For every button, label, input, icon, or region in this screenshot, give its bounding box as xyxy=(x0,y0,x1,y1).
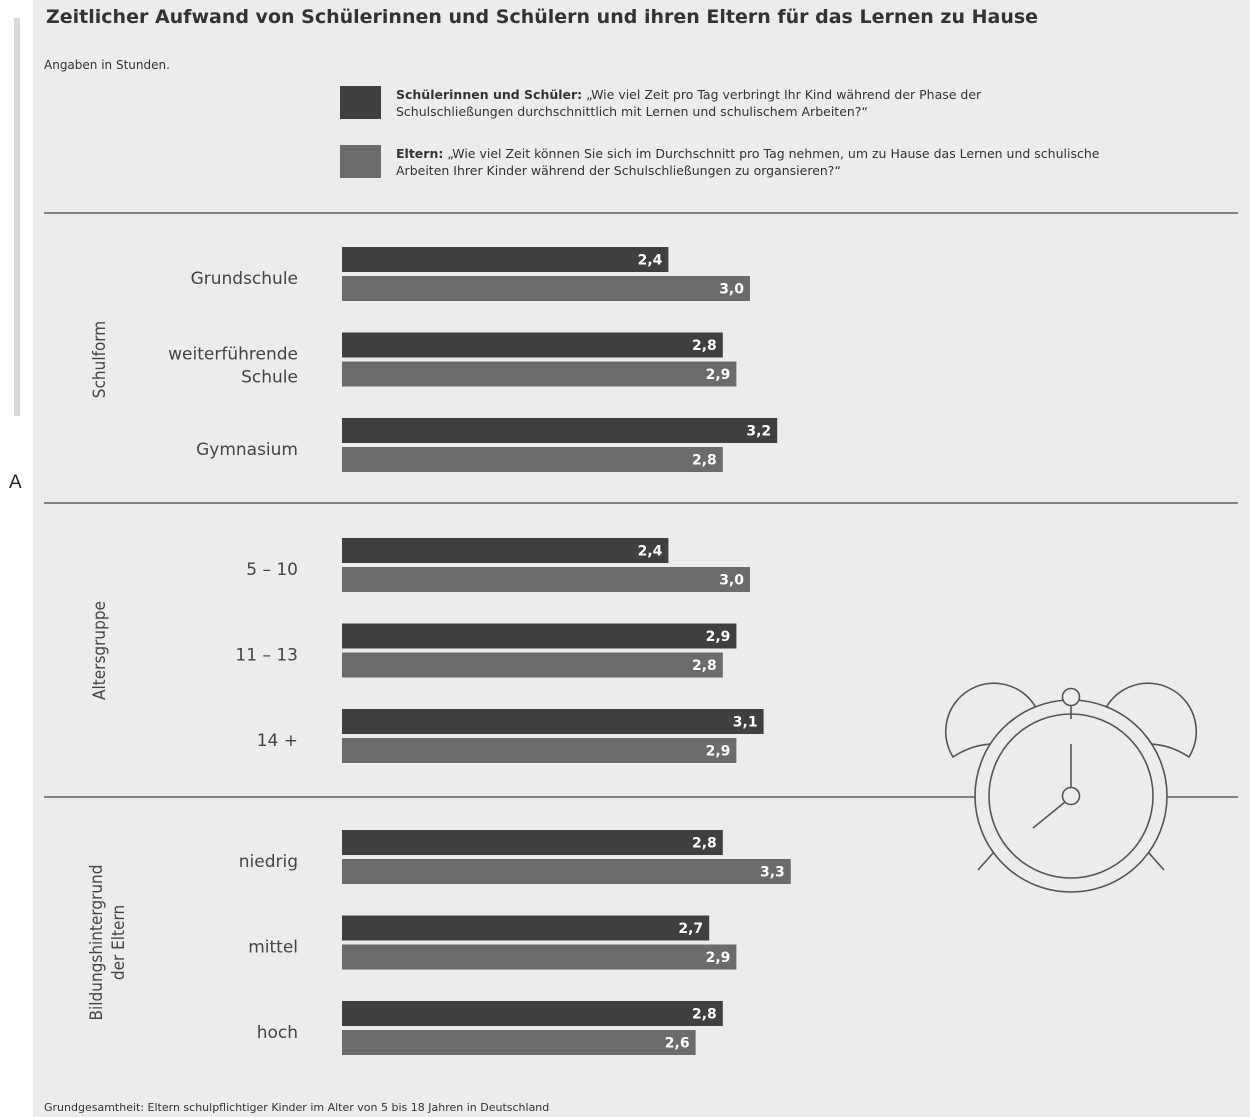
data-label: 3,3 xyxy=(760,865,785,881)
bar-parents xyxy=(342,944,737,970)
alarm-clock-icon xyxy=(944,682,1198,893)
data-label: 2,8 xyxy=(692,836,717,852)
bar-students xyxy=(342,915,710,941)
data-label: 3,0 xyxy=(719,573,744,589)
bar-students xyxy=(342,709,764,734)
legend-students-bold: Schülerinnen und Schüler: xyxy=(396,87,583,102)
category-label: 5 – 10 xyxy=(246,560,298,580)
group-label-line: der Eltern xyxy=(109,905,129,980)
bar-students xyxy=(342,538,669,563)
bar-parents xyxy=(342,567,750,592)
bar-students xyxy=(342,332,723,358)
data-label: 2,4 xyxy=(638,544,663,560)
bar-students xyxy=(342,247,669,272)
bars-layer: Schulform Grundschule 2,4 3,0 weiterführende… xyxy=(87,247,791,1055)
legend-parents-question: „Wie viel Zeit können Sie sich im Durchs… xyxy=(396,146,1100,178)
data-label: 2,9 xyxy=(706,744,731,760)
category-label-line: Schule xyxy=(241,368,298,388)
data-label: 2,8 xyxy=(692,658,717,674)
bar-parents xyxy=(342,361,737,387)
category-label-line: weiterführende xyxy=(168,345,298,365)
data-label: 2,8 xyxy=(692,453,717,469)
bar-parents xyxy=(342,447,723,472)
bar-parents xyxy=(342,738,737,763)
data-label: 2,8 xyxy=(692,338,717,354)
legend-students-question: „Wie viel Zeit pro Tag verbringt Ihr Kin… xyxy=(396,87,982,119)
category-label: hoch xyxy=(257,1023,298,1043)
bar-students xyxy=(342,830,723,855)
category-label: 11 – 13 xyxy=(235,646,298,666)
data-label: 2,9 xyxy=(706,629,731,645)
data-label: 2,4 xyxy=(638,253,663,269)
page-title: Zeitlicher Aufwand von Schülerinnen und … xyxy=(46,6,1039,28)
category-label: weiterführende Schule xyxy=(168,345,298,388)
data-label: 2,9 xyxy=(706,367,731,383)
bar-students xyxy=(342,623,737,649)
bar-students xyxy=(342,1001,723,1026)
category-label: Gymnasium xyxy=(196,440,298,460)
bar-parents xyxy=(342,652,723,678)
category-label: niedrig xyxy=(239,852,298,872)
category-label: mittel xyxy=(248,938,298,958)
side-rule xyxy=(14,18,20,416)
data-label: 2,8 xyxy=(692,1007,717,1023)
legend-swatch-students xyxy=(340,86,381,119)
group-label-0: Schulform xyxy=(90,321,110,398)
page-subtitle: Angaben in Stunden. xyxy=(44,58,170,72)
group-label-2: Bildungshintergrund der Eltern xyxy=(87,865,129,1021)
category-label: Grundschule xyxy=(191,269,298,289)
data-label: 2,6 xyxy=(665,1036,690,1052)
legend-text-parents: Eltern: „Wie viel Zeit können Sie sich i… xyxy=(396,145,1156,179)
legend-parents-bold: Eltern: xyxy=(396,146,444,161)
legend-swatch-parents xyxy=(340,145,381,178)
data-label: 2,7 xyxy=(678,921,703,937)
data-label: 3,0 xyxy=(719,282,744,298)
category-label: 14 + xyxy=(257,731,298,751)
legend-text-students: Schülerinnen und Schüler: „Wie viel Zeit… xyxy=(396,86,1086,120)
data-label: 3,2 xyxy=(746,424,771,440)
data-label: 3,1 xyxy=(733,715,758,731)
bar-parents xyxy=(342,1030,696,1055)
footnote: Grundgesamtheit: Eltern schulpflichtiger… xyxy=(44,1101,550,1114)
bar-students xyxy=(342,418,778,443)
group-label-1: Altersgruppe xyxy=(90,601,110,700)
stray-letter: A xyxy=(9,472,22,493)
data-label: 2,9 xyxy=(706,950,731,966)
group-label-line: Bildungshintergrund xyxy=(87,865,107,1021)
bar-parents xyxy=(342,859,791,884)
bar-parents xyxy=(342,276,750,301)
